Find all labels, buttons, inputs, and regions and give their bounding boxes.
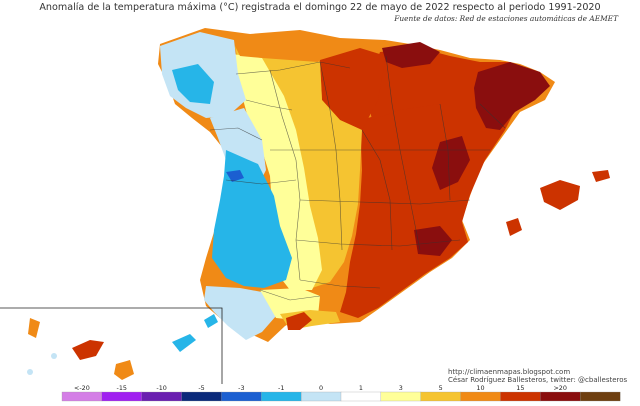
menorca — [592, 170, 610, 182]
portugal-south — [204, 286, 280, 340]
legend-tick-label: 0 — [319, 384, 324, 392]
canary-hierro — [27, 369, 33, 375]
legend-tick-label: -5 — [198, 384, 205, 392]
portugal-central — [212, 150, 292, 288]
canary-la-palma — [28, 318, 40, 338]
legend-swatch — [181, 391, 222, 402]
legend-swatch — [460, 391, 501, 402]
legend-tick-label: 1 — [358, 384, 363, 392]
credit-url[interactable]: http://climaenmapas.blogspot.com — [448, 368, 571, 376]
legend-tick-label: 15 — [516, 384, 525, 392]
west-yellow-band — [232, 54, 322, 290]
levante — [320, 48, 386, 130]
legend-swatch — [221, 391, 262, 402]
map-title: Anomalía de la temperatura máxima (°C) r… — [39, 2, 601, 13]
legend-swatch — [500, 391, 541, 402]
canary-gomera — [51, 353, 57, 359]
legend-swatch — [340, 391, 382, 402]
pyrenees-hotspot — [382, 42, 440, 68]
legend-swatch — [380, 391, 422, 402]
legend-swatch — [300, 391, 342, 402]
legend-swatch — [61, 391, 103, 402]
catalonia-hotspot — [474, 62, 550, 130]
legend-tick-label: >20 — [553, 384, 567, 392]
ibiza — [506, 218, 522, 236]
andalusia-coast — [286, 312, 312, 330]
legend-tick-label: -3 — [238, 384, 245, 392]
province-borders — [209, 55, 506, 301]
legend-tick-label: -15 — [116, 384, 128, 392]
cantabrian-coast — [232, 34, 336, 62]
ebro-hotspot — [432, 136, 470, 190]
legend-tick-label: 3 — [398, 384, 403, 392]
legend-tick-label: -10 — [156, 384, 167, 392]
legend-tick-label: 5 — [438, 384, 443, 392]
canary-tenerife — [72, 340, 104, 360]
legend-tick-label: -1 — [278, 384, 285, 392]
mallorca — [540, 180, 580, 210]
canary-lanzarote — [204, 314, 218, 328]
galicia-coast — [172, 64, 214, 104]
murcia-hotspot — [414, 226, 452, 256]
credit-author: César Rodríguez Ballesteros, twitter: @c… — [448, 376, 628, 384]
canary-inset-frame — [0, 307, 223, 384]
data-source-note: Fuente de datos: Red de estaciones autom… — [394, 14, 618, 23]
legend-tick-label: 10 — [476, 384, 485, 392]
legend-swatch — [141, 391, 183, 402]
portugal-lisbon — [226, 170, 244, 182]
legend-swatch — [101, 391, 143, 402]
canary-gran-canaria — [114, 360, 134, 380]
legend-swatch — [420, 391, 462, 402]
legend-tick-label: <-20 — [74, 384, 90, 392]
canary-fuerteventura — [172, 334, 196, 352]
legend-swatch — [261, 391, 302, 402]
legend-swatch — [579, 391, 621, 402]
legend-swatch — [540, 391, 581, 402]
